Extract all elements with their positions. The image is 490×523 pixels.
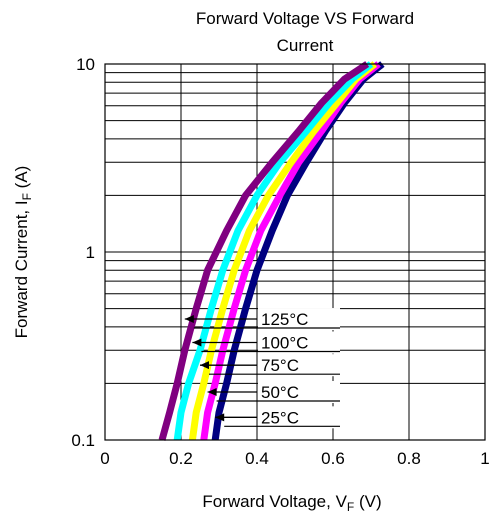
tick-labels: 0 0.2 0.4 0.6 0.8 1 0.1 1 10 bbox=[71, 55, 489, 468]
chart-title-line1: Forward Voltage VS Forward bbox=[196, 9, 414, 28]
annotation-label-background bbox=[258, 354, 340, 377]
series-group bbox=[158, 61, 385, 441]
annotation-arrowhead bbox=[215, 413, 225, 422]
grid bbox=[105, 64, 485, 440]
series-line-100c bbox=[173, 61, 374, 441]
x-tick-label: 0 bbox=[100, 449, 109, 468]
x-tick-label: 0.4 bbox=[245, 449, 269, 468]
x-tick-label: 1 bbox=[480, 449, 489, 468]
annotation-label: 75°C bbox=[261, 356, 299, 375]
annotation-label-background bbox=[258, 331, 340, 354]
annotation-label-background bbox=[258, 308, 340, 331]
chart-title-line2: Current bbox=[277, 36, 334, 55]
y-axis-title-main: Forward Current, I bbox=[12, 200, 31, 338]
x-axis-title-subscript: F bbox=[347, 500, 354, 514]
series-line-125c bbox=[158, 61, 370, 441]
annotation-arrowhead bbox=[207, 388, 217, 397]
y-axis-title: Forward Current, IF (A) bbox=[12, 166, 34, 339]
annotation-label-background bbox=[258, 381, 340, 404]
x-tick-label: 0.2 bbox=[169, 449, 193, 468]
annotations: 125°C 100°C 75°C 50°C 25°C bbox=[184, 308, 340, 429]
plot-frame bbox=[104, 63, 486, 441]
x-tick-label: 0.6 bbox=[321, 449, 345, 468]
annotation-arrowhead bbox=[192, 338, 202, 347]
annotation-arrowhead bbox=[184, 315, 194, 324]
y-tick-label: 1 bbox=[86, 243, 95, 262]
y-axis-title-unit: (A) bbox=[12, 166, 31, 193]
annotation-label-background bbox=[258, 406, 340, 429]
x-axis-title: Forward Voltage, VF (V) bbox=[202, 492, 381, 514]
annotation-arrowhead bbox=[200, 361, 209, 370]
annotation-label: 125°C bbox=[261, 310, 308, 329]
y-axis-title-subscript: F bbox=[20, 193, 34, 200]
y-tick-label: 10 bbox=[76, 55, 95, 74]
x-axis-title-main: Forward Voltage, V bbox=[202, 492, 347, 511]
y-tick-label: 0.1 bbox=[71, 431, 95, 450]
annotation-label: 25°C bbox=[261, 408, 299, 427]
x-axis-title-unit: (V) bbox=[354, 492, 381, 511]
annotation-label: 50°C bbox=[261, 383, 299, 402]
annotation-label: 100°C bbox=[261, 334, 308, 353]
x-tick-label: 0.8 bbox=[397, 449, 421, 468]
series-line-75c bbox=[188, 61, 377, 441]
